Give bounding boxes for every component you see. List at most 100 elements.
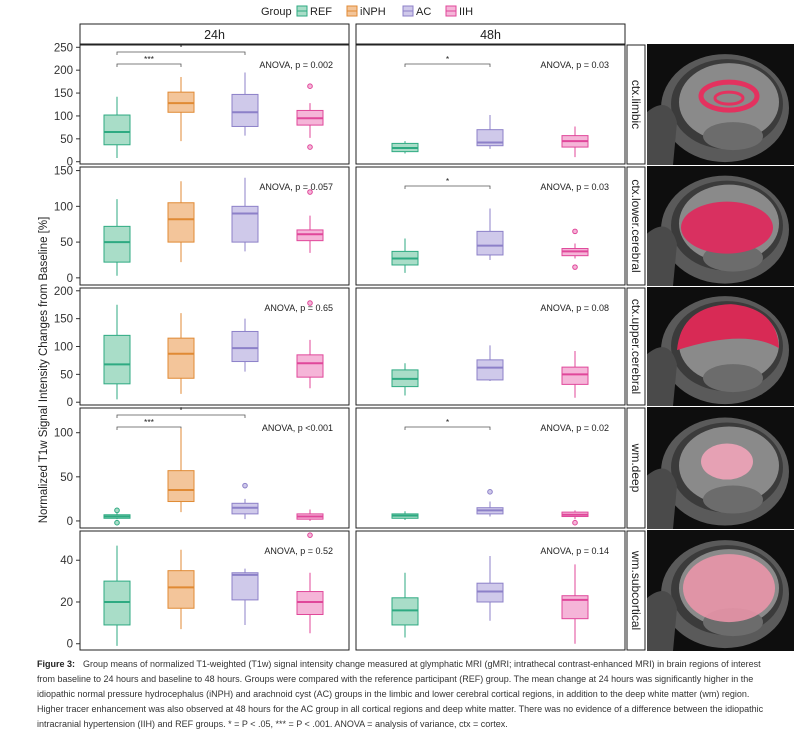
box-iqr bbox=[103, 225, 131, 263]
bracket-line bbox=[404, 63, 491, 67]
box-ac bbox=[231, 72, 259, 136]
y-tick-label: 0 bbox=[67, 273, 73, 285]
significance-bracket: * bbox=[116, 405, 246, 418]
box-iih bbox=[296, 509, 324, 521]
box-ref bbox=[103, 545, 131, 646]
caption-lead: Figure 3: bbox=[37, 659, 76, 669]
row-strip-wm.subcortical: wm.subcortical bbox=[626, 530, 646, 651]
highlight-lower-cerebral bbox=[681, 201, 773, 254]
box-iqr bbox=[561, 595, 589, 620]
caption-text: Group means of normalized T1-weighted (T… bbox=[37, 659, 764, 729]
significance-bracket: * bbox=[404, 417, 491, 430]
significance-bracket: * bbox=[404, 54, 491, 67]
outlier-point bbox=[307, 532, 313, 538]
box-ac bbox=[476, 345, 504, 382]
box-ref bbox=[103, 96, 131, 159]
outlier-point bbox=[114, 519, 120, 526]
y-tick-label: 50 bbox=[60, 472, 73, 484]
anova-label: ANOVA, p = 0.14 bbox=[540, 546, 609, 556]
significance-bracket: *** bbox=[116, 54, 182, 67]
highlight-limbic-inner bbox=[713, 90, 745, 106]
box-iqr bbox=[391, 597, 419, 626]
box-inph bbox=[167, 313, 195, 394]
box-ac bbox=[476, 208, 504, 260]
panel-wm.subcortical-48h: ANOVA, p = 0.14 bbox=[355, 530, 626, 651]
panel-frame bbox=[79, 407, 350, 529]
box-inph bbox=[167, 181, 195, 263]
box-iih bbox=[561, 350, 589, 398]
anova-label: ANOVA, p = 0.03 bbox=[540, 182, 609, 192]
figure-caption: Figure 3: Group means of normalized T1-we… bbox=[37, 657, 777, 732]
row-ctx.lower.cerebral: 0 50 100 150 ANOVA, p = 0.057 ANOVA, p = 0.03… bbox=[54, 166, 646, 286]
column-strips: 24h 48h bbox=[79, 23, 626, 45]
row-strip-box bbox=[626, 166, 646, 286]
box-iqr bbox=[296, 354, 324, 378]
y-tick-label: 200 bbox=[54, 65, 73, 77]
box-iih bbox=[561, 564, 589, 644]
outlier-point bbox=[307, 189, 313, 195]
bracket-line bbox=[116, 51, 246, 55]
row-strip-label: ctx.upper.cerebral bbox=[629, 299, 643, 394]
anova-label: ANOVA, p = 0.03 bbox=[540, 60, 609, 70]
y-tick-label: 0 bbox=[67, 516, 73, 528]
box-iih bbox=[296, 300, 324, 389]
mri-face bbox=[647, 105, 677, 165]
column-strip-48h: 48h bbox=[355, 23, 626, 45]
strip-label: 48h bbox=[480, 28, 501, 42]
anova-label: ANOVA, p = 0.08 bbox=[540, 303, 609, 313]
bracket-line bbox=[116, 414, 246, 418]
y-tick-label: 50 bbox=[60, 369, 73, 381]
box-iqr bbox=[167, 337, 195, 379]
box-iqr bbox=[561, 366, 589, 385]
outlier-point bbox=[114, 507, 120, 514]
panel-ctx.lower.cerebral-24h: ANOVA, p = 0.057 bbox=[79, 166, 350, 286]
y-tick-label: 0 bbox=[67, 157, 73, 169]
box-iqr bbox=[167, 202, 195, 243]
anova-label: ANOVA, p = 0.057 bbox=[259, 182, 333, 192]
outlier-point bbox=[572, 228, 578, 235]
bracket-label: * bbox=[179, 405, 183, 415]
box-iqr bbox=[103, 334, 131, 385]
box-inph bbox=[167, 549, 195, 630]
bracket-line bbox=[116, 63, 182, 67]
anova-label: ANOVA, p = 0.002 bbox=[259, 60, 333, 70]
box-ref bbox=[391, 238, 419, 273]
legend-title: Group bbox=[261, 6, 292, 18]
legend-label: IIH bbox=[459, 6, 473, 18]
bracket-label: * bbox=[179, 42, 183, 52]
y-tick-label: 200 bbox=[54, 286, 73, 298]
y-tick-label: 20 bbox=[60, 597, 73, 609]
strip-label: 24h bbox=[204, 28, 225, 42]
box-ref bbox=[391, 363, 419, 396]
y-tick-label: 100 bbox=[54, 111, 73, 123]
brain-image-ctx.upper.cerebral bbox=[647, 287, 794, 406]
bracket-label: * bbox=[446, 417, 450, 427]
row-strip-ctx.lower.cerebral: ctx.lower.cerebral bbox=[626, 166, 646, 286]
anova-label: ANOVA, p = 0.52 bbox=[264, 546, 333, 556]
outlier-point bbox=[572, 264, 578, 270]
box-iih bbox=[561, 126, 589, 158]
column-strip-24h: 24h bbox=[79, 23, 350, 45]
brain-image-ctx.lower.cerebral bbox=[647, 166, 794, 286]
box-ref bbox=[391, 572, 419, 638]
brain-image-wm.subcortical bbox=[647, 530, 794, 651]
box-iqr bbox=[476, 359, 504, 381]
box-ref bbox=[103, 199, 131, 276]
box-ac bbox=[231, 177, 259, 252]
brain-image-ctx.limbic bbox=[647, 44, 794, 165]
mri-cerebellum bbox=[703, 485, 763, 514]
box-iqr bbox=[296, 229, 324, 242]
box-iqr bbox=[167, 570, 195, 609]
row-strip-wm.deep: wm.deep bbox=[626, 407, 646, 529]
outlier-point bbox=[572, 519, 578, 526]
box-iqr bbox=[296, 591, 324, 616]
bracket-line bbox=[404, 426, 491, 430]
legend-item-ac: AC bbox=[402, 5, 431, 18]
mri-face bbox=[647, 226, 677, 286]
outlier-point bbox=[307, 83, 313, 89]
box-ref bbox=[391, 141, 419, 154]
row-strip-box bbox=[626, 407, 646, 529]
